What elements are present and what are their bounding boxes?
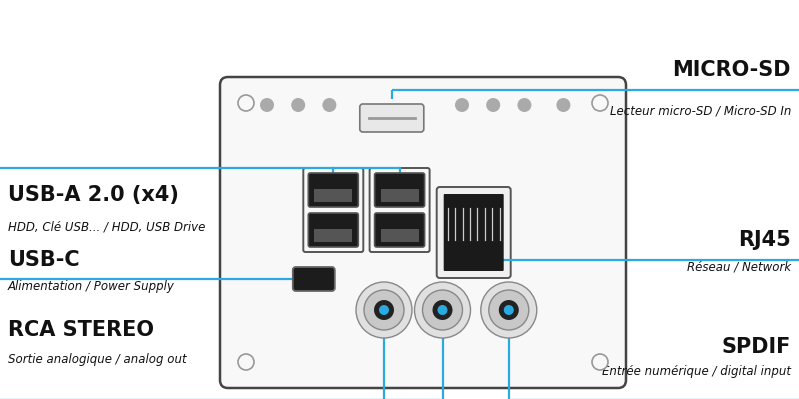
FancyBboxPatch shape	[443, 194, 503, 271]
Bar	[380, 229, 419, 242]
Circle shape	[238, 354, 254, 370]
Circle shape	[499, 300, 519, 320]
FancyBboxPatch shape	[220, 77, 626, 388]
Circle shape	[592, 95, 608, 111]
Bar	[314, 229, 352, 242]
Text: Alimentation / Power Supply: Alimentation / Power Supply	[8, 280, 175, 293]
Circle shape	[379, 305, 389, 315]
Text: SPDIF: SPDIF	[721, 337, 791, 357]
Circle shape	[291, 98, 305, 112]
Circle shape	[423, 290, 463, 330]
Circle shape	[518, 98, 531, 112]
Text: USB-C: USB-C	[8, 250, 80, 270]
Circle shape	[592, 354, 608, 370]
Text: Sortie analogique / analog out: Sortie analogique / analog out	[8, 353, 187, 366]
Circle shape	[504, 305, 514, 315]
Circle shape	[260, 98, 274, 112]
FancyBboxPatch shape	[292, 267, 335, 291]
FancyBboxPatch shape	[308, 173, 358, 207]
Text: USB-A 2.0 (x4): USB-A 2.0 (x4)	[8, 185, 179, 205]
FancyBboxPatch shape	[360, 104, 423, 132]
Circle shape	[487, 98, 500, 112]
Circle shape	[323, 98, 336, 112]
Text: MICRO-SD: MICRO-SD	[673, 60, 791, 80]
Circle shape	[374, 300, 394, 320]
Text: Lecteur micro-SD / Micro-SD In: Lecteur micro-SD / Micro-SD In	[610, 105, 791, 118]
Text: HDD, Clé USB... / HDD, USB Drive: HDD, Clé USB... / HDD, USB Drive	[8, 220, 205, 233]
Circle shape	[455, 98, 469, 112]
FancyBboxPatch shape	[375, 173, 424, 207]
Bar	[314, 188, 352, 202]
Circle shape	[438, 305, 447, 315]
Circle shape	[356, 282, 412, 338]
Circle shape	[364, 290, 404, 330]
Circle shape	[432, 300, 452, 320]
Text: Réseau / Network: Réseau / Network	[687, 260, 791, 273]
FancyBboxPatch shape	[308, 213, 358, 247]
Circle shape	[415, 282, 471, 338]
Circle shape	[556, 98, 570, 112]
Text: RCA STEREO: RCA STEREO	[8, 320, 154, 340]
Bar	[380, 188, 419, 202]
Circle shape	[489, 290, 529, 330]
Circle shape	[481, 282, 537, 338]
FancyBboxPatch shape	[375, 213, 424, 247]
Text: RJ45: RJ45	[738, 230, 791, 250]
FancyBboxPatch shape	[437, 187, 511, 278]
Text: Entrée numérique / digital input: Entrée numérique / digital input	[602, 365, 791, 378]
Circle shape	[238, 95, 254, 111]
